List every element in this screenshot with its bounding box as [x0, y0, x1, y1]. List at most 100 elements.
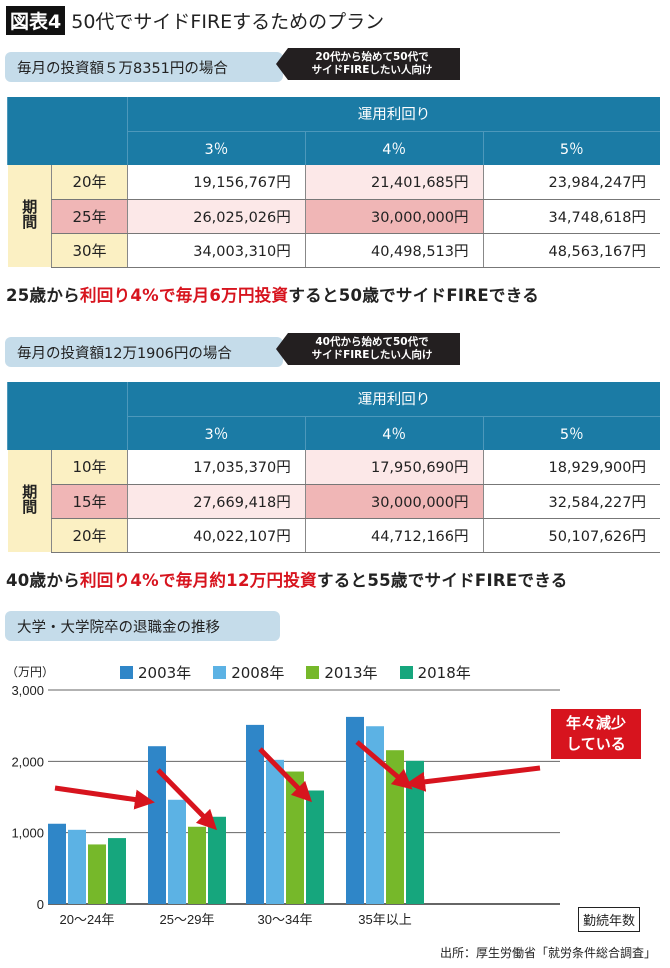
trend-arrow	[355, 740, 413, 790]
table-row: 25年 26,025,026円 30,000,000円 34,748,618円	[8, 199, 660, 234]
value-cell: 40,498,513円	[304, 233, 483, 268]
value-cell: 50,107,626円	[482, 518, 660, 553]
figure-title: 図表4 50代でサイドFIREするためのプラン	[6, 6, 384, 35]
legend-swatch	[120, 666, 133, 679]
plan1-label: 毎月の投資額５万8351円の場合	[5, 52, 283, 82]
bar-2003年	[48, 823, 66, 904]
legend-label: 2003年	[138, 664, 192, 682]
bar-2018年	[208, 816, 226, 904]
plan1-conclusion: 25歳から利回り4%で毎月6万円投資すると50歳でサイドFIREできる	[6, 282, 539, 306]
plan2-label: 毎月の投資額12万1906円の場合	[5, 337, 283, 367]
bar-2013年	[286, 771, 304, 904]
rate-header: 5％	[482, 131, 660, 165]
plan2-table: 運用利回り 3％ 4％ 5％ 期間 10年 17,035,370円 17,950,690円…	[7, 382, 660, 553]
years-cell: 20年	[51, 165, 128, 200]
table-row: 期間 20年 19,156,767円 21,401,685円 23,984,247円	[7, 165, 660, 267]
table-row: 15年 27,669,418円 30,000,000円 32,584,227円	[8, 484, 660, 519]
conclusion-highlight: 利回り4%で毎月約12万円投資	[79, 571, 317, 590]
legend-label: 2013年	[324, 664, 378, 682]
x-tick-label: 20〜24年	[60, 912, 115, 927]
plan1-note: 20代から始めて50代で サイドFIREしたい人向け	[276, 48, 460, 80]
bar-2008年	[68, 829, 86, 904]
y-tick-label: 0	[37, 897, 44, 912]
plan2-note-line1: 40代から始めて50代で	[315, 336, 429, 348]
table-row: 30年 34,003,310円 40,498,513円 48,563,167円	[8, 233, 660, 268]
figure-tag: 図表4	[6, 6, 66, 35]
corner-cell	[7, 97, 128, 165]
value-cell: 34,748,618円	[482, 199, 660, 234]
conclusion-part: 25歳から	[6, 286, 80, 305]
conclusion-part: 40歳から	[6, 571, 80, 590]
y-tick-label: 3,000	[11, 683, 44, 698]
trend-arrow	[156, 768, 218, 831]
bar-2003年	[346, 716, 364, 904]
plan2-conclusion: 40歳から利回り4%で毎月約12万円投資すると55歳でサイドFIREできる	[6, 567, 568, 591]
target-value-cell: 30,000,000円	[304, 484, 483, 519]
bar-chart: 0 1,000 2,000 3,000 20〜24年 25〜29年 30〜34年 35年以上	[11, 683, 560, 927]
value-cell: 19,156,767円	[127, 165, 306, 200]
legend-swatch	[213, 666, 227, 679]
years-cell: 20年	[51, 518, 128, 553]
value-cell: 27,669,418円	[127, 484, 306, 519]
y-tick-label: 2,000	[11, 754, 44, 769]
plan2-note: 40代から始めて50代で サイドFIREしたい人向け	[276, 333, 460, 365]
value-cell: 32,584,227円	[482, 484, 660, 519]
value-cell: 17,035,370円	[127, 450, 306, 485]
trend-arrow	[258, 747, 312, 803]
value-cell: 23,984,247円	[482, 165, 660, 200]
value-cell: 48,563,167円	[482, 233, 660, 268]
bar-2013年	[88, 844, 106, 904]
yield-header: 運用利回り	[127, 382, 660, 417]
rate-header: 4％	[304, 416, 483, 450]
period-label: 期間	[7, 450, 52, 552]
bar-2013年	[188, 826, 206, 904]
x-tick-label: 25〜29年	[160, 912, 215, 927]
plan2-note-line2: サイドFIREしたい人向け	[311, 349, 433, 361]
bar-2008年	[366, 726, 384, 904]
x-tick-label: 35年以上	[358, 912, 411, 927]
corner-cell	[7, 382, 128, 450]
annotation-line1: 年々減少	[565, 714, 626, 732]
y-axis-unit: （万円）	[6, 665, 55, 679]
legend-swatch	[399, 666, 413, 679]
legend-label: 2018年	[417, 664, 471, 682]
chart-title: 大学・大学院卒の退職金の推移	[5, 611, 280, 641]
bar-2018年	[406, 760, 424, 904]
yield-header: 運用利回り	[127, 97, 660, 132]
period-label-text: 期間	[20, 484, 39, 514]
plan1-table: 運用利回り 3％ 4％ 5％ 期間 20年 19,156,767円 21,401,685円…	[7, 97, 660, 268]
conclusion-highlight: 利回り4%で毎月6万円投資	[79, 286, 289, 305]
x-axis-label: 勤続年数	[578, 907, 641, 932]
rate-header: 3％	[127, 416, 306, 450]
target-value-cell: 30,000,000円	[304, 199, 483, 234]
plan1-note-line2: サイドFIREしたい人向け	[311, 64, 433, 76]
table-row: 期間 10年 17,035,370円 17,950,690円 18,929,900円	[7, 450, 660, 552]
period-label: 期間	[7, 165, 52, 267]
figure-title-text: 50代でサイドFIREするためのプラン	[71, 11, 385, 33]
annotation-box: 年々減少 している	[551, 709, 641, 759]
years-cell: 30年	[51, 233, 128, 268]
y-tick-label: 1,000	[11, 826, 44, 841]
bar-2018年	[306, 790, 324, 904]
value-cell: 44,712,166円	[304, 518, 483, 553]
bar-2003年	[148, 746, 166, 904]
period-label-text: 期間	[20, 199, 39, 229]
value-cell: 17,950,690円	[304, 450, 483, 485]
bar-2003年	[246, 724, 264, 904]
value-cell: 40,022,107円	[127, 518, 306, 553]
years-cell: 15年	[51, 484, 128, 519]
bar-2018年	[108, 838, 126, 904]
legend-item: 2003年	[120, 662, 191, 683]
value-cell: 34,003,310円	[127, 233, 306, 268]
bar-2008年	[266, 759, 284, 904]
value-cell: 18,929,900円	[482, 450, 660, 485]
legend: 2003年 2008年 2013年 2018年	[120, 662, 471, 683]
rate-header: 3％	[127, 131, 306, 165]
annotation-line2: している	[566, 735, 626, 753]
legend-swatch	[306, 666, 320, 679]
legend-item: 2013年	[306, 662, 378, 683]
conclusion-part: すると55歳でサイドFIREできる	[316, 571, 568, 590]
rate-header: 4％	[304, 131, 483, 165]
conclusion-part: すると50歳でサイドFIREできる	[288, 286, 539, 305]
years-cell: 25年	[51, 199, 128, 234]
